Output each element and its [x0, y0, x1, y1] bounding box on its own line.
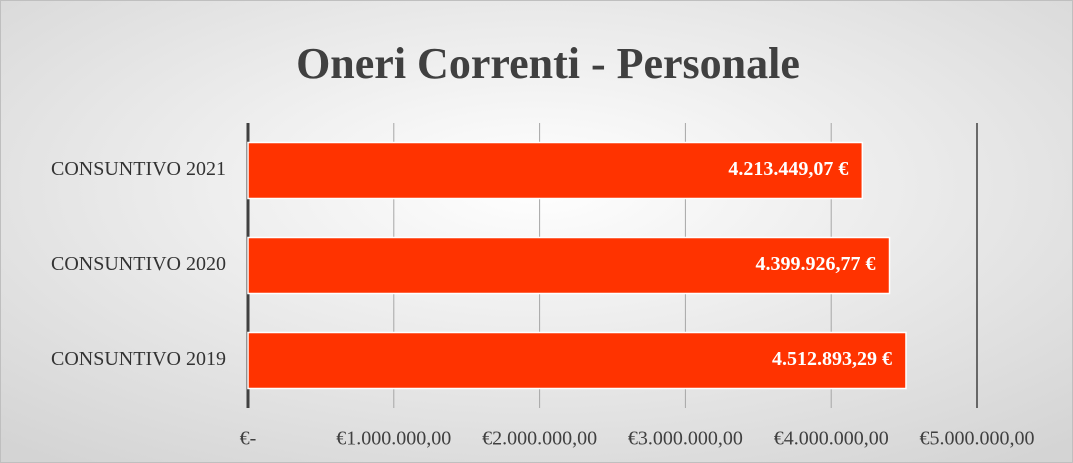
bar — [247, 141, 864, 200]
y-tick-label: CONSUNTIVO 2020 — [51, 253, 226, 275]
y-tick-label: CONSUNTIVO 2021 — [51, 158, 226, 180]
y-tick-label: CONSUNTIVO 2019 — [51, 348, 226, 370]
bar — [247, 331, 907, 390]
data-label: 4.399.926,77 € — [756, 253, 876, 275]
x-tick-label: €4.000.000,00 — [774, 428, 889, 450]
x-tick-label: €3.000.000,00 — [628, 428, 743, 450]
bar — [247, 236, 891, 295]
x-tick-label: €5.000.000,00 — [920, 428, 1035, 450]
x-tick-label: €1.000.000,00 — [336, 428, 451, 450]
x-tick-label: €- — [240, 428, 257, 450]
data-label: 4.213.449,07 € — [728, 158, 848, 180]
x-tick-label: €2.000.000,00 — [482, 428, 597, 450]
data-label: 4.512.893,29 € — [772, 348, 892, 370]
chart-title: Oneri Correnti - Personale — [296, 39, 800, 88]
